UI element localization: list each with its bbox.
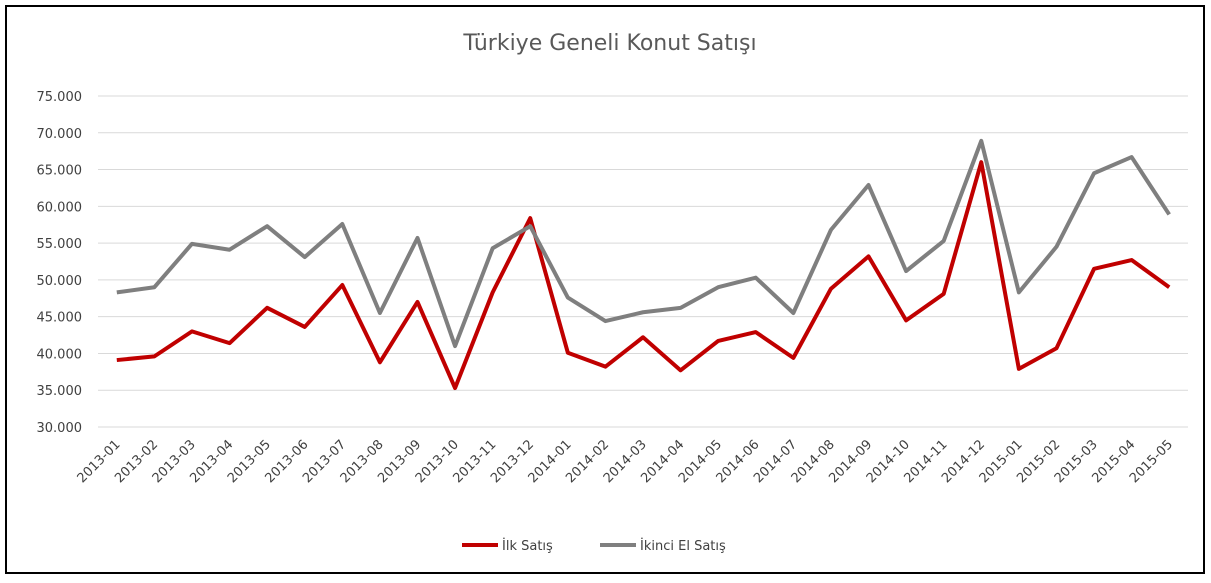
legend-label: İlk Satış — [502, 538, 553, 554]
y-tick-label: 30.000 — [37, 421, 83, 436]
y-tick-label: 60.000 — [37, 200, 83, 215]
y-tick-label: 45.000 — [37, 311, 83, 326]
y-tick-label: 35.000 — [37, 384, 83, 399]
series-line — [116, 138, 1171, 349]
y-tick-label: 55.000 — [37, 237, 83, 252]
legend-label: İkinci El Satış — [640, 538, 726, 554]
chart-title: Türkiye Geneli Konut Satışı — [462, 31, 756, 56]
y-tick-label: 40.000 — [37, 347, 83, 362]
y-tick-label: 50.000 — [37, 274, 83, 289]
series-line — [116, 160, 1171, 391]
chart-border — [5, 5, 1205, 574]
y-tick-label: 70.000 — [37, 127, 83, 142]
y-tick-label: 65.000 — [37, 164, 83, 179]
y-tick-label: 75.000 — [37, 90, 83, 105]
